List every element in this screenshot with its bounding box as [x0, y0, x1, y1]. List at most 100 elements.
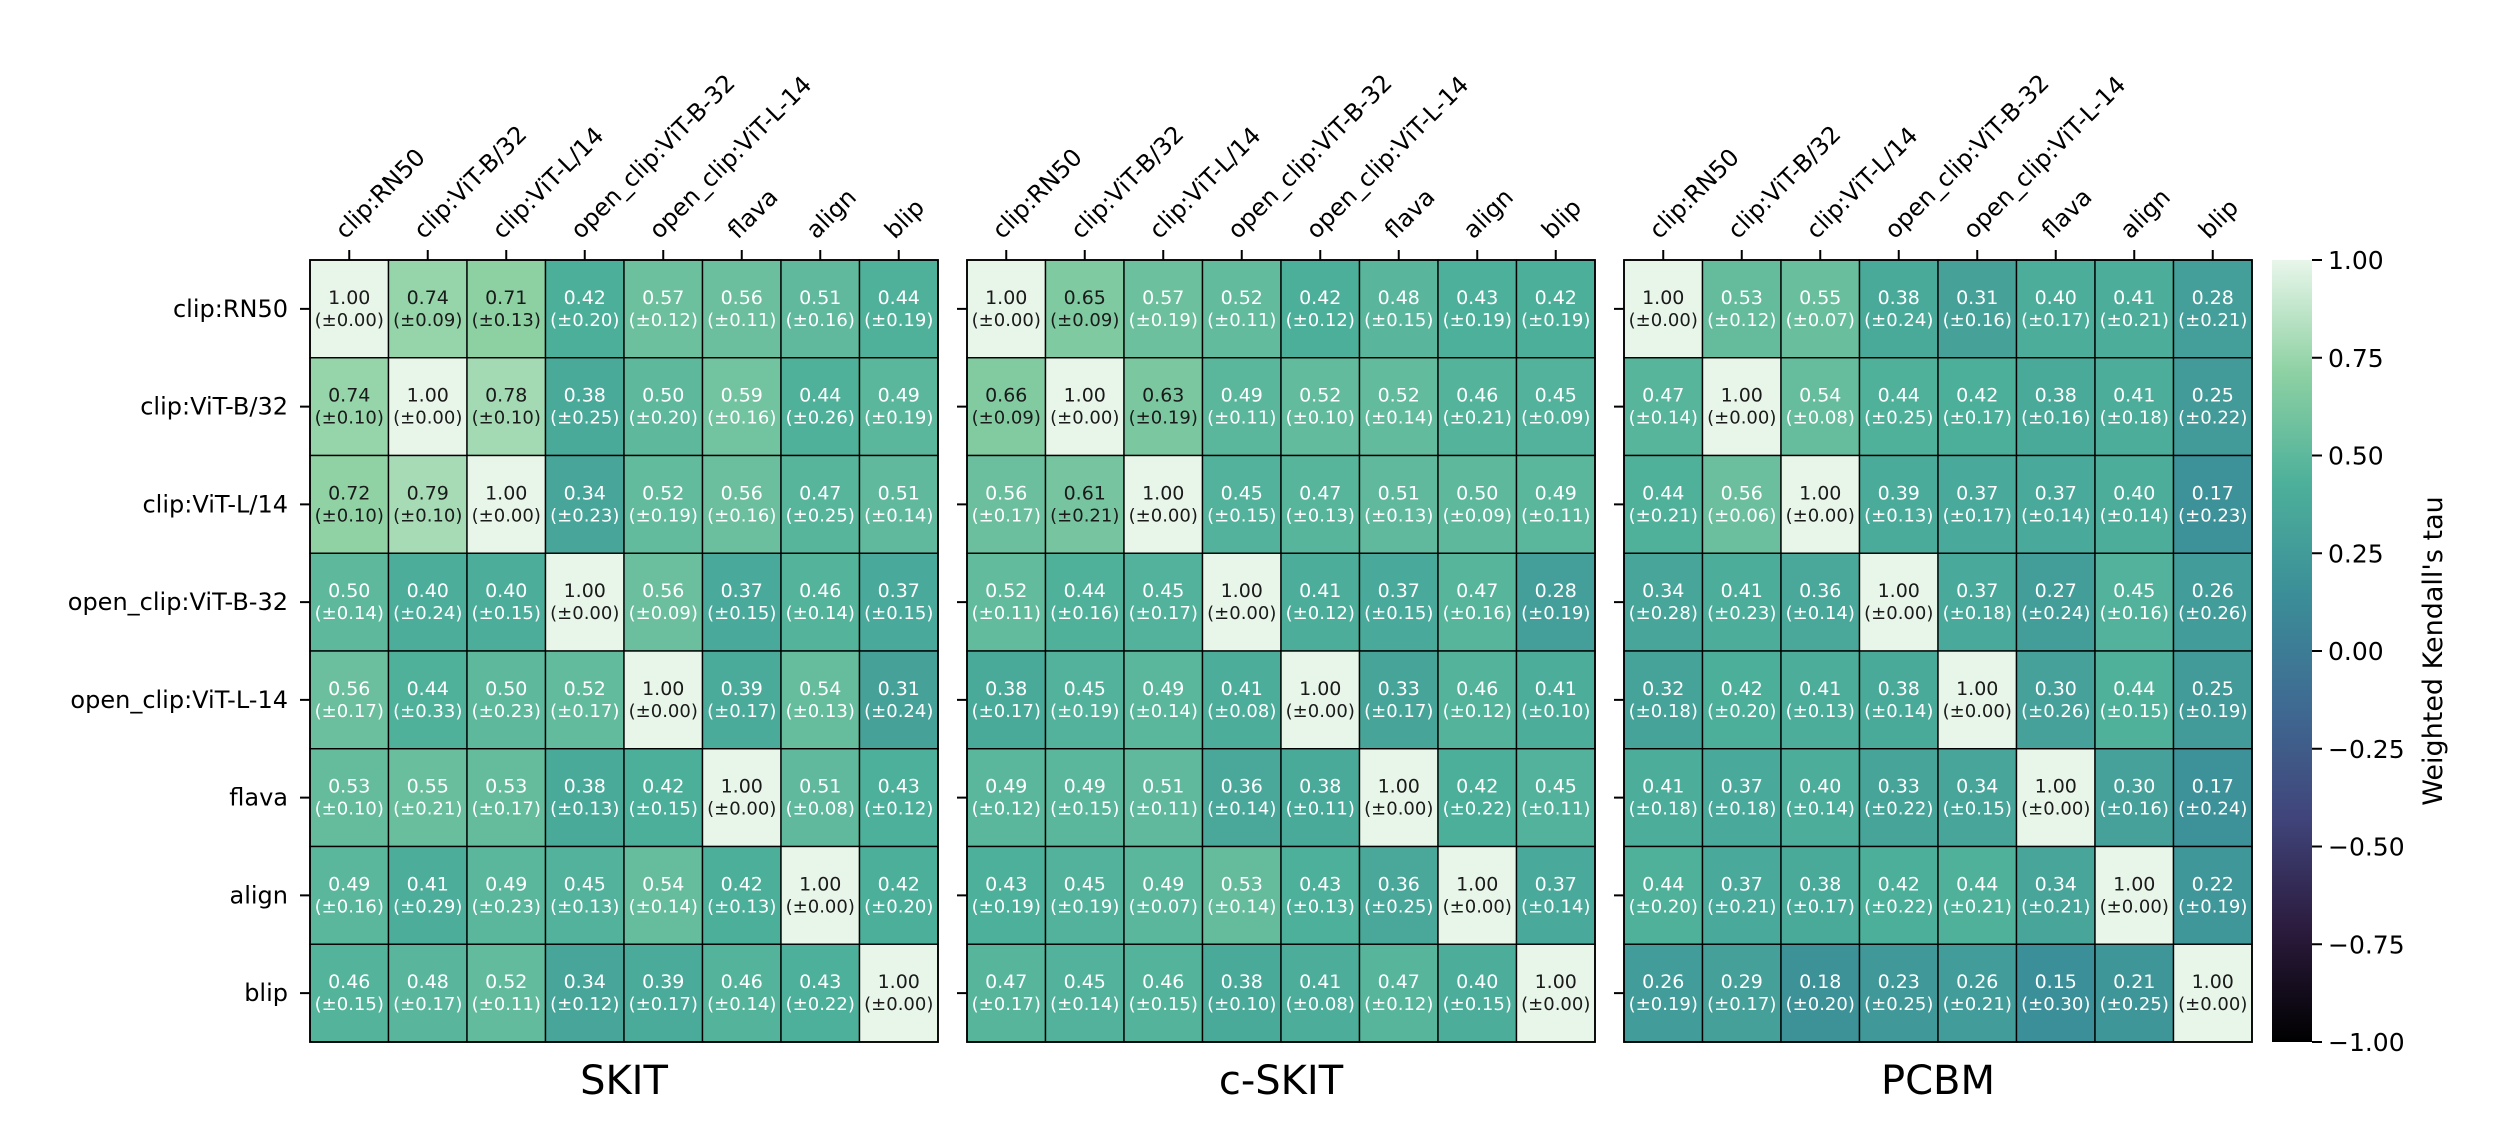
- heatmap-cell: [1280, 454, 1361, 554]
- cell-value-label: 0.39: [721, 678, 763, 700]
- colorbar: 1.00 0.75 0.50 0.25 0.00 −0.25 −0.50 −0.75 −1.00…: [2272, 246, 2449, 1057]
- heatmap-cell: [966, 650, 1047, 750]
- cell-error-label: (±0.11): [1129, 799, 1198, 820]
- cell-value-label: 0.45: [2113, 580, 2155, 602]
- column-label: flava: [2036, 183, 2097, 244]
- cell-error-label: (±0.12): [1286, 603, 1355, 624]
- cell-error-label: (±0.14): [707, 994, 776, 1015]
- heatmap-cell: [387, 650, 468, 750]
- cell-value-label: 0.49: [1535, 482, 1577, 504]
- cell-value-label: 0.42: [1721, 678, 1763, 700]
- heatmap-cell: [309, 748, 390, 848]
- heatmap-panel-border: [966, 259, 1596, 1043]
- row-label: open_clip:ViT-B-32: [68, 588, 288, 616]
- column-label: blip: [879, 193, 930, 244]
- heatmap-cell: [1123, 552, 1204, 652]
- cell-error-label: (±0.15): [1129, 994, 1198, 1015]
- cell-error-label: (±0.17): [1129, 603, 1198, 624]
- cell-value-label: 0.59: [721, 385, 763, 407]
- cell-value-label: 0.40: [2113, 482, 2155, 504]
- cell-value-label: 0.33: [1878, 776, 1920, 798]
- cell-error-label: (±0.12): [629, 310, 698, 331]
- cell-error-label: (±0.16): [1443, 603, 1512, 624]
- cell-error-label: (±0.14): [315, 603, 384, 624]
- heatmap-cell: [1044, 357, 1125, 457]
- cell-value-label: 1.00: [1799, 482, 1841, 504]
- heatmap-panel-border: [309, 259, 939, 1043]
- cell-value-label: 1.00: [878, 971, 920, 993]
- cell-error-label: (±0.19): [629, 505, 698, 526]
- cell-error-label: (±0.14): [2100, 505, 2169, 526]
- cell-error-label: (±0.17): [550, 701, 619, 722]
- heatmap-panel-border: [1623, 259, 2253, 1043]
- cell-error-label: (±0.16): [1943, 310, 2012, 331]
- cell-error-label: (±0.22): [1443, 799, 1512, 820]
- cell-value-label: 0.47: [799, 482, 841, 504]
- cell-error-label: (±0.10): [1521, 701, 1590, 722]
- heatmap-cell: [544, 845, 625, 945]
- cell-error-label: (±0.17): [1943, 408, 2012, 429]
- cell-value-label: 0.65: [1064, 287, 1106, 309]
- heatmap-cell: [701, 748, 782, 848]
- cell-error-label: (±0.12): [1286, 310, 1355, 331]
- cell-error-label: (±0.14): [1364, 408, 1433, 429]
- heatmap-panel-1: 1.00(±0.00)0.74(±0.09)0.71(±0.13)0.42(±0…: [68, 69, 939, 1104]
- heatmap-cell: [2172, 357, 2253, 457]
- cell-value-label: 0.56: [721, 482, 763, 504]
- heatmap-cell: [1280, 748, 1361, 848]
- cell-error-label: (±0.28): [1629, 603, 1698, 624]
- heatmap-cell: [1858, 552, 1939, 652]
- heatmap-cell: [466, 357, 547, 457]
- cell-error-label: (±0.15): [1364, 310, 1433, 331]
- cell-error-label: (±0.14): [2021, 505, 2090, 526]
- cell-error-label: (±0.00): [472, 505, 541, 526]
- cell-error-label: (±0.00): [972, 310, 1041, 331]
- row-label: clip:ViT-B/32: [140, 393, 288, 421]
- cell-error-label: (±0.12): [1707, 310, 1776, 331]
- cell-error-label: (±0.18): [1707, 799, 1776, 820]
- heatmap-cell: [1623, 552, 1704, 652]
- cell-error-label: (±0.13): [1286, 505, 1355, 526]
- cell-value-label: 0.71: [485, 287, 527, 309]
- cell-value-label: 0.32: [1642, 678, 1684, 700]
- cell-value-label: 0.38: [1878, 678, 1920, 700]
- cell-value-label: 1.00: [1299, 678, 1341, 700]
- cell-value-label: 0.49: [1064, 776, 1106, 798]
- cell-value-label: 0.49: [1142, 873, 1184, 895]
- cell-value-label: 0.46: [328, 971, 370, 993]
- heatmap-cell: [623, 748, 704, 848]
- heatmap-cell: [1515, 845, 1596, 945]
- heatmap-cell: [387, 357, 468, 457]
- cell-error-label: (±0.19): [2178, 896, 2247, 917]
- cell-value-label: 0.49: [1221, 385, 1263, 407]
- heatmap-cell: [1358, 357, 1439, 457]
- heatmap-cell: [466, 552, 547, 652]
- heatmap-cell: [623, 454, 704, 554]
- column-label: align: [1458, 183, 1519, 244]
- cell-value-label: 0.38: [564, 776, 606, 798]
- cell-error-label: (±0.20): [864, 896, 933, 917]
- cell-error-label: (±0.10): [1207, 994, 1276, 1015]
- colorbar-gradient: [2272, 260, 2312, 1042]
- heatmap-cell: [1123, 650, 1204, 750]
- heatmap-cell: [1515, 552, 1596, 652]
- cell-value-label: 1.00: [1956, 678, 1998, 700]
- heatmap-cell: [858, 943, 939, 1043]
- colorbar-tick-label: 0.00: [2328, 637, 2384, 666]
- cell-value-label: 0.43: [985, 873, 1027, 895]
- heatmap-cell: [1123, 845, 1204, 945]
- row-label: align: [230, 881, 289, 909]
- cell-error-label: (±0.15): [1364, 603, 1433, 624]
- cell-value-label: 0.42: [1299, 287, 1341, 309]
- column-label: align: [2115, 183, 2176, 244]
- colorbar-tick-label: −0.25: [2328, 735, 2405, 764]
- cell-error-label: (±0.18): [2100, 408, 2169, 429]
- heatmap-cell: [1701, 357, 1782, 457]
- cell-error-label: (±0.14): [1207, 896, 1276, 917]
- heatmap-cell: [2094, 943, 2175, 1043]
- cell-error-label: (±0.12): [1364, 994, 1433, 1015]
- colorbar-label: Weighted Kendall's tau: [2418, 496, 2449, 806]
- cell-value-label: 0.42: [721, 873, 763, 895]
- cell-value-label: 0.57: [1142, 287, 1184, 309]
- heatmap-cell: [1701, 454, 1782, 554]
